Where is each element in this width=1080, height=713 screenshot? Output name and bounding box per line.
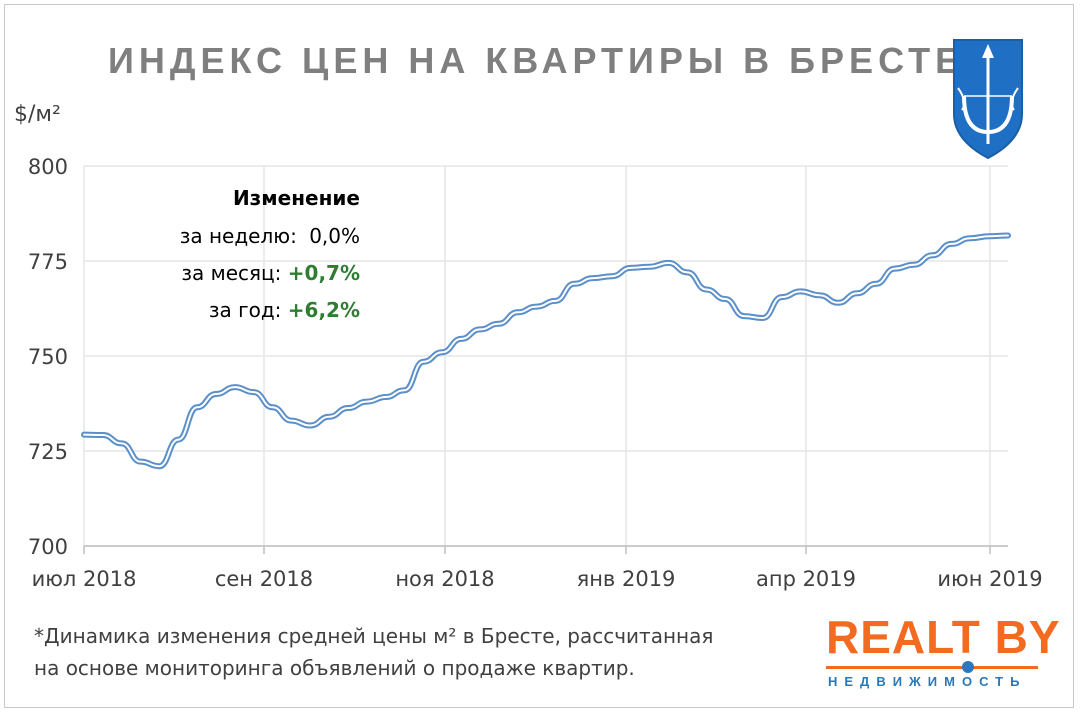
realt-by-logo: REALT BY НЕДВИЖИМОСТЬ	[822, 610, 1060, 690]
week-change-value: 0,0%	[309, 224, 360, 248]
y-tick-label: 750	[28, 345, 68, 369]
month-change-label: за месяц:	[181, 261, 282, 285]
x-tick-label: июн 2019	[937, 567, 1042, 591]
footnote-line-2: на основе мониторинга объявлений о прода…	[34, 656, 635, 680]
y-tick-label: 700	[28, 535, 68, 559]
x-tick-label: ноя 2018	[395, 567, 494, 591]
x-tick-label: янв 2019	[577, 567, 676, 591]
year-change-value: +6,2%	[287, 298, 360, 322]
logo-dot	[962, 661, 974, 673]
change-heading: Изменение	[232, 186, 360, 210]
logo-subtitle: НЕДВИЖИМОСТЬ	[828, 674, 1027, 689]
week-change: за неделю: 0,0%	[150, 224, 360, 248]
week-change-label: за неделю:	[179, 224, 297, 248]
x-tick-label: июл 2018	[32, 567, 137, 591]
x-tick-label: апр 2019	[756, 567, 856, 591]
y-axis-unit-label: $/м²	[14, 102, 61, 127]
y-tick-label: 725	[28, 440, 68, 464]
footnote-line-1: *Динамика изменения средней цены м² в Бр…	[34, 624, 714, 648]
logo-text: REALT BY	[826, 611, 1061, 663]
year-change: за год: +6,2%	[150, 298, 360, 322]
logo-underline	[826, 666, 1038, 669]
month-change-value: +0,7%	[287, 261, 360, 285]
y-tick-label: 800	[28, 155, 68, 179]
series-line-highlight	[83, 234, 1009, 468]
y-tick-label: 775	[28, 250, 68, 274]
brest-coat-of-arms-icon	[953, 39, 1023, 160]
footnote: *Динамика изменения средней цены м² в Бр…	[34, 620, 713, 684]
x-tick-label: сен 2018	[215, 567, 313, 591]
year-change-label: за год:	[208, 298, 282, 322]
month-change: за месяц: +0,7%	[150, 261, 360, 285]
chart-title: ИНДЕКС ЦЕН НА КВАРТИРЫ В БРЕСТЕ	[108, 40, 965, 81]
